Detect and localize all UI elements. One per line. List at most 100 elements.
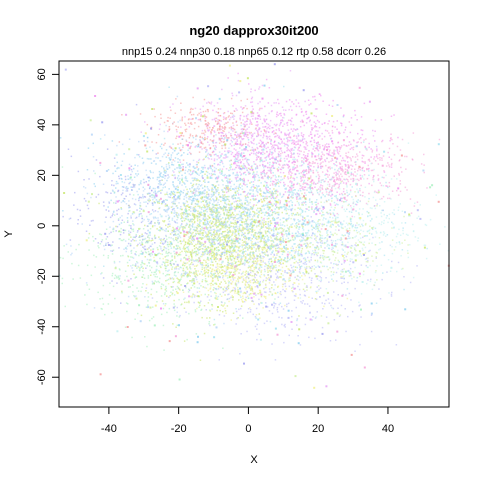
data-point [239, 141, 242, 144]
data-point [225, 223, 227, 225]
data-point [350, 168, 353, 170]
data-point [217, 189, 219, 191]
data-point [172, 202, 174, 205]
data-point [338, 171, 340, 173]
data-point [340, 122, 342, 124]
data-point [309, 133, 312, 136]
data-point [359, 189, 361, 192]
data-point [264, 214, 266, 216]
data-point [209, 238, 211, 241]
data-point [195, 188, 197, 190]
data-point [226, 150, 229, 152]
data-point [164, 169, 166, 172]
data-point [275, 189, 277, 192]
data-point [193, 218, 195, 221]
data-point [248, 212, 251, 215]
data-point [298, 232, 300, 235]
data-point [199, 248, 201, 250]
data-point [254, 128, 257, 130]
data-point [174, 200, 177, 202]
data-point [199, 222, 201, 224]
data-point [296, 183, 298, 185]
data-point [271, 284, 273, 286]
data-point [157, 229, 160, 231]
data-point [284, 134, 286, 136]
data-point [351, 165, 354, 167]
data-point [203, 267, 205, 269]
data-point [321, 188, 324, 190]
data-point [287, 167, 290, 169]
data-point [373, 156, 376, 158]
data-point [165, 163, 168, 166]
data-point [234, 282, 237, 284]
data-point [296, 195, 299, 198]
data-point [265, 211, 267, 213]
data-point [171, 229, 173, 232]
data-point [227, 211, 229, 214]
data-point [250, 246, 253, 249]
data-point [379, 157, 381, 159]
data-point [287, 139, 289, 141]
data-point [204, 173, 206, 175]
data-point [217, 184, 220, 186]
data-point [191, 239, 194, 241]
data-point [253, 199, 255, 201]
data-point [278, 269, 280, 272]
data-point [314, 298, 317, 300]
data-point [310, 165, 312, 167]
data-point [347, 180, 350, 183]
data-point [163, 221, 165, 223]
data-point [364, 162, 366, 164]
data-point [211, 244, 213, 246]
data-point [127, 295, 130, 298]
data-point [173, 255, 176, 258]
data-point [157, 183, 160, 185]
data-point [275, 135, 277, 138]
data-point [294, 258, 296, 260]
data-point [133, 186, 136, 188]
data-point [290, 176, 292, 178]
data-point [192, 170, 194, 173]
data-point [221, 248, 224, 250]
data-point [173, 160, 176, 162]
data-point [288, 173, 290, 175]
data-point [252, 244, 255, 247]
data-point [209, 232, 211, 235]
data-point [325, 113, 328, 115]
data-point [267, 169, 270, 172]
data-point [284, 160, 286, 162]
data-point [177, 121, 179, 123]
data-point [293, 177, 296, 180]
data-point [228, 200, 231, 203]
data-point [250, 165, 253, 168]
data-point [354, 203, 357, 206]
data-point [236, 154, 239, 157]
data-point [223, 226, 225, 229]
data-point [300, 233, 302, 235]
data-point [146, 240, 148, 242]
data-point [246, 159, 248, 161]
data-point [297, 189, 300, 192]
data-point [155, 217, 157, 219]
data-point [351, 225, 353, 227]
data-point [346, 169, 348, 171]
data-point [321, 132, 323, 135]
data-point [218, 169, 221, 172]
data-point [211, 170, 214, 173]
data-point [197, 188, 200, 191]
data-point [226, 175, 228, 177]
data-point [321, 187, 323, 189]
data-point [205, 232, 207, 235]
data-point [215, 196, 217, 198]
data-point [260, 257, 262, 260]
data-point [383, 254, 386, 257]
data-point [127, 175, 129, 177]
data-point [253, 163, 256, 165]
data-point [209, 198, 211, 200]
data-point [176, 222, 179, 224]
data-point [204, 286, 206, 289]
data-point [286, 208, 288, 210]
data-point [396, 189, 398, 192]
data-point [218, 192, 220, 194]
data-point [214, 131, 216, 133]
